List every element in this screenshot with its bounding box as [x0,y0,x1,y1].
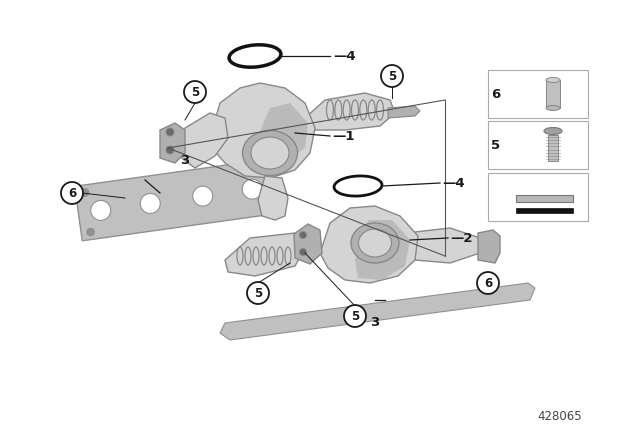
FancyBboxPatch shape [488,121,588,169]
Text: 5: 5 [351,310,359,323]
Ellipse shape [351,223,399,263]
Circle shape [255,164,264,172]
Text: —2: —2 [450,232,472,245]
Circle shape [381,65,403,87]
Polygon shape [516,208,573,213]
Circle shape [61,182,83,204]
Text: 3: 3 [180,154,189,167]
Polygon shape [546,80,560,108]
Polygon shape [220,283,535,340]
Polygon shape [210,83,315,178]
Circle shape [166,146,174,154]
Circle shape [300,249,307,255]
Polygon shape [255,103,308,165]
Polygon shape [355,220,410,280]
Ellipse shape [544,128,562,134]
Circle shape [261,203,269,211]
Polygon shape [160,123,185,163]
Polygon shape [258,176,288,220]
Polygon shape [175,113,228,168]
Text: 5: 5 [254,287,262,300]
Text: —4: —4 [442,177,465,190]
Polygon shape [478,230,500,263]
Text: 6: 6 [68,186,76,199]
Text: 6: 6 [492,87,500,100]
Text: 428065: 428065 [538,410,582,423]
Text: 3: 3 [371,315,380,328]
Ellipse shape [243,130,298,176]
Text: 5: 5 [388,69,396,82]
Text: 6: 6 [484,276,492,289]
Circle shape [86,228,95,236]
Circle shape [247,282,269,304]
Ellipse shape [193,186,212,206]
Ellipse shape [546,78,560,82]
Ellipse shape [251,137,289,169]
Polygon shape [225,233,305,276]
Ellipse shape [243,179,262,199]
Circle shape [81,189,89,196]
Circle shape [300,232,307,238]
Ellipse shape [358,229,392,257]
FancyBboxPatch shape [488,173,588,221]
Polygon shape [75,159,275,241]
FancyBboxPatch shape [488,70,588,118]
Circle shape [344,305,366,327]
Polygon shape [415,228,480,263]
Text: 5: 5 [492,138,500,151]
Polygon shape [294,224,322,264]
Polygon shape [320,206,418,283]
Text: —4: —4 [333,49,356,63]
Ellipse shape [546,105,560,111]
Circle shape [477,272,499,294]
Circle shape [166,128,174,136]
Text: 5: 5 [191,86,199,99]
Polygon shape [548,135,558,161]
Text: —1: —1 [332,129,355,142]
Polygon shape [516,195,573,202]
Polygon shape [388,106,420,118]
Circle shape [184,81,206,103]
Ellipse shape [140,194,160,214]
Ellipse shape [91,200,111,220]
Polygon shape [305,93,395,130]
